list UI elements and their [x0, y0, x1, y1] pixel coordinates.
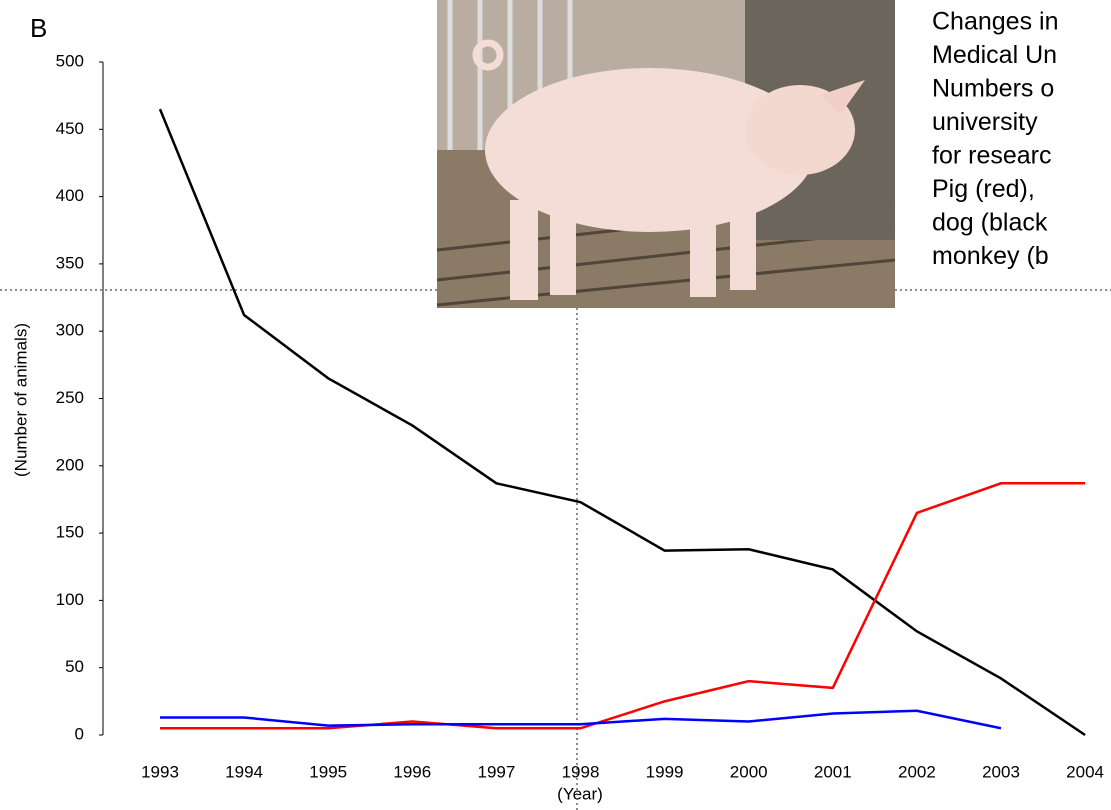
x-tick-label: 2000	[730, 762, 768, 781]
y-tick-label: 300	[56, 321, 84, 340]
caption-line: dog (black	[932, 209, 1048, 237]
y-tick-label: 100	[56, 590, 84, 609]
pig-photo	[436, 0, 896, 308]
y-tick-label: 350	[56, 253, 84, 272]
x-tick-label: 1993	[141, 762, 179, 781]
caption-line: Pig (red),	[932, 175, 1035, 203]
panel-label: B	[30, 13, 47, 43]
series-line	[160, 709, 1002, 730]
caption-line: Changes in	[932, 8, 1058, 36]
x-tick-label: 1998	[562, 762, 600, 781]
x-tick-label: 1995	[309, 762, 347, 781]
y-tick-label: 150	[56, 523, 84, 542]
caption-line: for researc	[932, 142, 1051, 170]
series-line	[158, 108, 1086, 737]
x-tick-label: 2002	[898, 762, 936, 781]
y-tick-label: 50	[65, 657, 84, 676]
plot-area	[158, 108, 1086, 737]
caption: Changes in Medical Un Numbers o university f…	[932, 8, 1058, 271]
series-line	[160, 482, 1086, 730]
y-axis-label: (Number of animals)	[11, 323, 30, 477]
x-tick-label: 1994	[225, 762, 263, 781]
y-tick-label: 450	[56, 119, 84, 138]
x-tick-label: 1999	[646, 762, 684, 781]
x-axis-label: (Year)	[557, 784, 603, 803]
y-tick-label: 200	[56, 455, 84, 474]
caption-line: university	[932, 108, 1038, 136]
caption-line: monkey (b	[932, 242, 1049, 270]
y-tick-label: 250	[56, 388, 84, 407]
y-tick-label: 400	[56, 186, 84, 205]
y-tick-label: 500	[56, 51, 84, 70]
x-tick-label: 1997	[477, 762, 515, 781]
caption-line: Medical Un	[932, 41, 1057, 69]
caption-line: Numbers o	[932, 75, 1054, 103]
y-tick-label: 0	[75, 724, 84, 743]
x-tick-label: 2004	[1066, 762, 1104, 781]
x-tick-label: 2003	[982, 762, 1020, 781]
x-tick-label: 1996	[393, 762, 431, 781]
x-tick-label: 2001	[814, 762, 852, 781]
